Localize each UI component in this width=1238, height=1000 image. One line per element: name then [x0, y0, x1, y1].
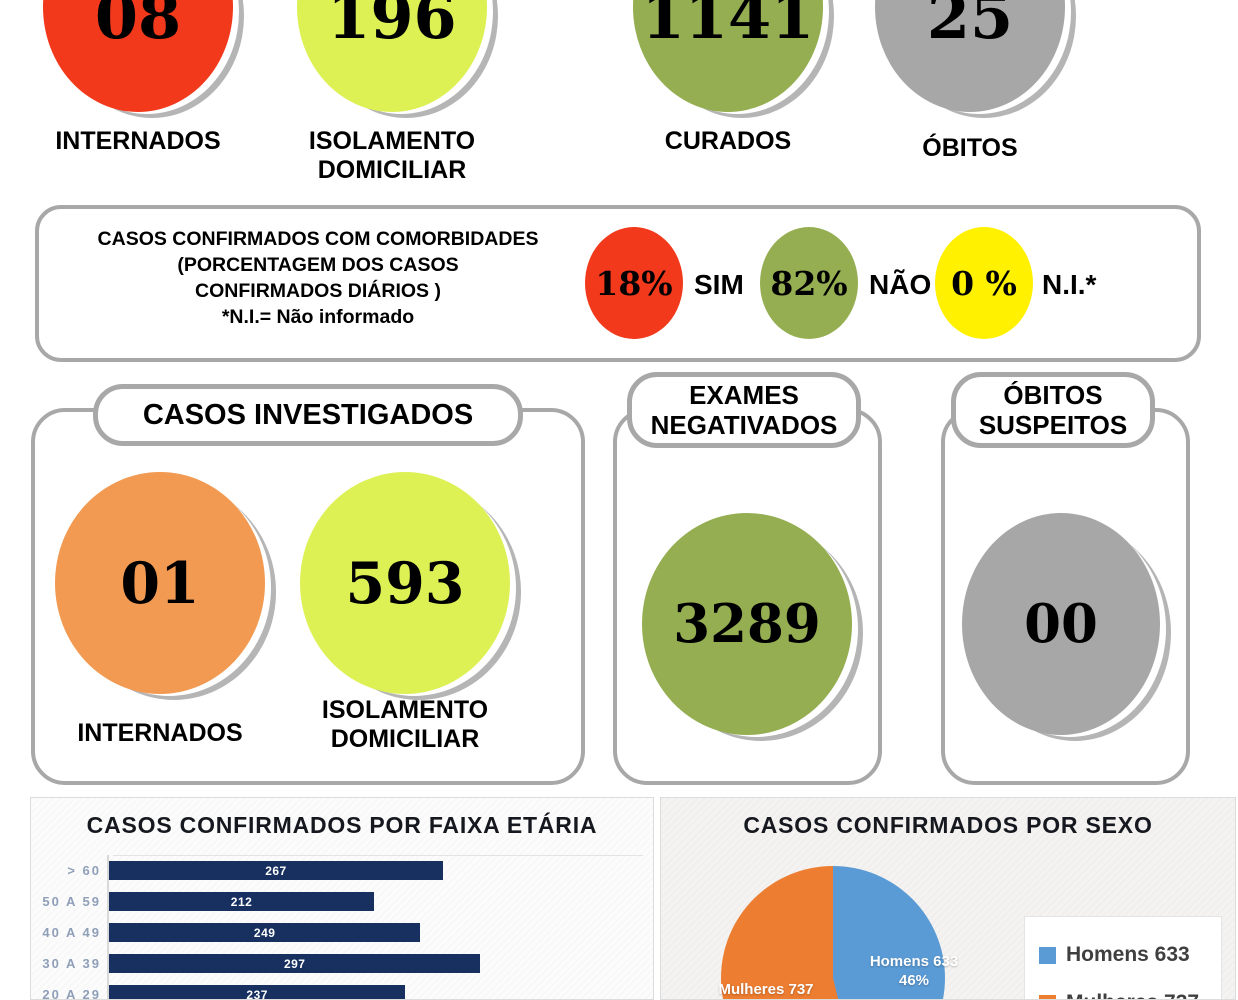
negative-exams-title-pill: EXAMES NEGATIVADOS	[627, 372, 861, 448]
pie-slice-label-mulheres: Mulheres 737 54%	[701, 981, 831, 999]
bar-category-label: 40 A 49	[42, 925, 101, 940]
comorbidity-label-sim: SIM	[694, 269, 744, 300]
negative-exams-title-line1: EXAMES	[689, 380, 799, 410]
pie-slice-label-homens-text: Homens 633	[869, 953, 959, 970]
bar-track: 267	[107, 855, 643, 886]
comorbidity-circle-sim: 18%	[585, 227, 683, 339]
legend-swatch-icon	[1039, 994, 1056, 999]
bar: 267	[109, 861, 443, 880]
legend-label: Mulheres 737	[1066, 991, 1199, 999]
bar-value-label: 237	[246, 987, 268, 1000]
stat-circle-internados: 08	[43, 0, 233, 112]
stat-label-isolamento: ISOLAMENTO DOMICILIAR	[308, 127, 476, 184]
age-chart-title: CASOS CONFIRMADOS POR FAIXA ETÁRIA	[86, 812, 598, 838]
suspected-deaths-value: 00	[1024, 592, 1098, 655]
comorbidity-label-nao: NÃO	[869, 269, 932, 300]
bar: 249	[109, 923, 421, 942]
negative-exams-title-line2: NEGATIVADOS	[650, 410, 838, 440]
comorbidity-value-nao: 82%	[770, 263, 848, 303]
investigated-circle-isolamento: 593	[300, 472, 510, 694]
comorbidities-title-line1: CASOS CONFIRMADOS COM COMORBIDADES	[97, 228, 539, 250]
bar-row: 20 A 29 237	[31, 979, 643, 1000]
suspected-deaths-title-pill: ÓBITOS SUSPEITOS	[951, 372, 1155, 448]
suspected-deaths-title-line1: ÓBITOS	[1003, 380, 1103, 410]
bar-value-label: 297	[283, 956, 306, 971]
age-chart-plot: > 60 267 50 A 59 212 40 A 49 249 30 A 39 297 20 …	[31, 855, 643, 1000]
pie-slice-label-mulheres-text: Mulheres 737	[718, 981, 814, 998]
sex-chart-panel: CASOS CONFIRMADOS POR SEXO Homens 633 46…	[660, 797, 1236, 1000]
bar-category-label: 20 A 29	[42, 987, 101, 1000]
investigated-value-isolamento: 593	[345, 549, 465, 617]
sex-chart-title: CASOS CONFIRMADOS POR SEXO	[743, 812, 1153, 838]
bar-track: 297	[107, 948, 643, 979]
stat-label-internados: INTERNADOS	[55, 127, 221, 155]
bar: 237	[109, 985, 406, 1000]
comorbidity-value-sim: 18%	[595, 263, 673, 303]
investigated-label-isolamento: ISOLAMENTO DOMICILIAR	[321, 696, 489, 753]
stat-value-isolamento: 196	[327, 0, 457, 53]
bar-category-label: 30 A 39	[42, 956, 101, 971]
bar: 297	[109, 954, 481, 973]
bar: 212	[109, 892, 375, 911]
investigated-value-internados: 01	[120, 549, 200, 617]
legend-swatch-icon	[1039, 946, 1056, 964]
bar-track: 212	[107, 886, 643, 917]
comorbidities-title: CASOS CONFIRMADOS COM COMORBIDADES (PORC…	[48, 226, 588, 330]
bar-row: 30 A 39 297	[31, 948, 643, 979]
age-chart-panel: CASOS CONFIRMADOS POR FAIXA ETÁRIA > 60 2…	[30, 797, 654, 1000]
comorbidity-circle-nao: 82%	[760, 227, 858, 339]
pie-slice-label-homens-pct: 46%	[898, 971, 930, 989]
comorbidities-title-line3: CONFIRMADOS DIÁRIOS )	[195, 280, 441, 302]
stat-value-obitos: 25	[926, 0, 1014, 53]
negative-exams-circle: 3289	[642, 513, 852, 735]
comorbidity-circle-ni: 0 %	[935, 227, 1033, 339]
sex-chart-legend: Homens 633 Mulheres 737	[1024, 916, 1222, 999]
bar-value-label: 249	[253, 925, 276, 940]
investigated-title: CASOS INVESTIGADOS	[142, 398, 474, 431]
comorbidities-title-line4: *N.I.= Não informado	[221, 306, 415, 328]
legend-item: Mulheres 737	[1039, 991, 1207, 999]
stat-value-internados: 08	[94, 0, 182, 53]
suspected-deaths-title-line2: SUSPEITOS	[978, 410, 1128, 440]
bar-row: > 60 267	[31, 855, 643, 886]
stat-label-curados: CURADOS	[664, 127, 792, 155]
investigated-label-internados: INTERNADOS	[77, 719, 243, 747]
bar-track: 237	[107, 979, 643, 1000]
pie-slice-label-homens: Homens 633 46%	[849, 953, 979, 991]
negative-exams-value: 3289	[673, 592, 821, 655]
bar-track: 249	[107, 917, 643, 948]
legend-label: Homens 633	[1066, 943, 1190, 966]
investigated-title-pill: CASOS INVESTIGADOS	[93, 384, 523, 446]
bar-category-label: > 60	[67, 863, 101, 878]
bar-row: 50 A 59 212	[31, 886, 643, 917]
stat-circle-obitos: 25	[875, 0, 1065, 112]
comorbidity-value-ni: 0 %	[951, 263, 1017, 303]
stat-circle-isolamento: 196	[297, 0, 487, 112]
investigated-circle-internados: 01	[55, 472, 265, 694]
stat-label-obitos: ÓBITOS	[922, 134, 1018, 162]
bar-category-label: 50 A 59	[42, 894, 101, 909]
comorbidity-label-ni: N.I.*	[1042, 269, 1097, 300]
bar-row: 40 A 49 249	[31, 917, 643, 948]
legend-item: Homens 633	[1039, 943, 1207, 967]
suspected-deaths-circle: 00	[962, 513, 1160, 735]
bar-value-label: 267	[265, 863, 287, 878]
stat-circle-curados: 1141	[633, 0, 823, 112]
bar-value-label: 212	[230, 894, 253, 909]
comorbidities-title-line2: (PORCENTAGEM DOS CASOS	[177, 254, 459, 276]
stat-value-curados: 1141	[641, 0, 815, 53]
